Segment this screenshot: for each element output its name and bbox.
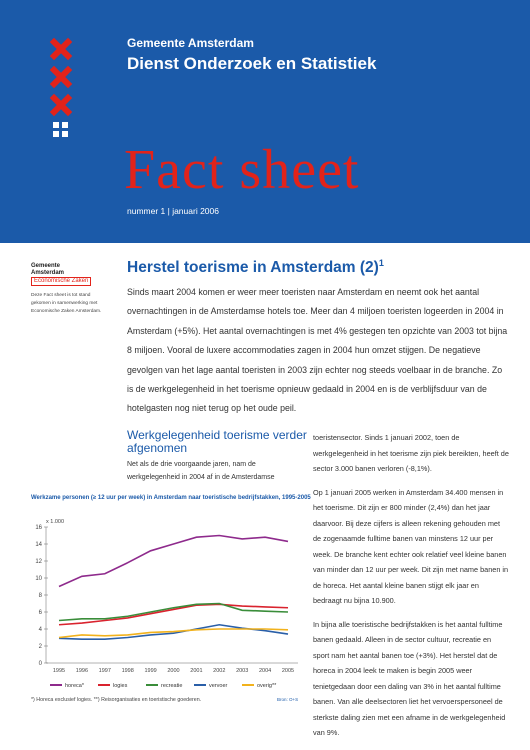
- issue: nummer 1 | januari 2006: [127, 206, 219, 216]
- paragraph: toeristensector. Sinds 1 januari 2002, t…: [313, 433, 509, 473]
- title-text: Herstel toerisme in Amsterdam (2): [127, 259, 379, 277]
- x-tick-label: 1999: [144, 668, 156, 674]
- x-tick-label: 2000: [167, 668, 179, 674]
- title-sup: 1: [378, 258, 384, 268]
- intro: Sinds maart 2004 komen er weer meer toer…: [127, 287, 508, 414]
- section-heading: Werkgelegenheid toerisme verder afgenome…: [127, 428, 307, 455]
- x-tick-label: 1995: [53, 668, 65, 674]
- footnote: *) Horeca exclusief logies. **) Reisorga…: [31, 697, 202, 703]
- series-line: [58, 602, 289, 622]
- logo-text: Amsterdam: [31, 270, 65, 276]
- x-tick-label: 2002: [213, 668, 225, 674]
- y-tick-label: 0: [39, 661, 43, 667]
- x-tick-label: 2003: [236, 668, 248, 674]
- y-tick-label: 16: [35, 525, 42, 531]
- y-tick-label: 8: [39, 593, 43, 599]
- x-tick-label: 1996: [76, 668, 88, 674]
- doc-title: Fact sheet: [124, 139, 360, 201]
- y-tick-label: 12: [35, 559, 42, 565]
- x-tick-label: 2001: [190, 668, 202, 674]
- y-unit: x 1.000: [46, 519, 64, 525]
- y-tick-label: 6: [39, 610, 43, 616]
- y-tick-label: 4: [39, 627, 43, 633]
- series-line: [58, 603, 289, 626]
- paragraph: Op 1 januari 2005 werken in Amsterdam 34…: [313, 487, 509, 606]
- legend-label: vervoer: [209, 683, 228, 689]
- section-lead: Net als de drie voorgaande jaren, nam de…: [127, 461, 275, 481]
- legend-label: horeca*: [65, 683, 85, 689]
- paragraph: In bijna alle toeristische bedrijfstakke…: [313, 619, 506, 738]
- right-column: toeristensector. Sinds 1 januari 2002, t…: [313, 430, 509, 749]
- chart-title: Werkzame personen (≥ 12 uur per week) in…: [31, 495, 311, 501]
- header-band: [0, 0, 530, 243]
- dept-name: Dienst Onderzoek en Statistiek: [127, 54, 377, 73]
- legend-label: overig**: [257, 683, 277, 689]
- y-tick-label: 10: [35, 576, 42, 582]
- x-tick-label: 2005: [282, 668, 294, 674]
- chart: x 1.000 0 2 4 6 8 10 12 14 16 1995 1996 1997 1998 1999…: [35, 519, 298, 689]
- sidebar-note: Deze Fact sheet is tot stand gekomen in …: [31, 293, 102, 314]
- org-name: Gemeente Amsterdam: [127, 36, 254, 50]
- series-line: [58, 628, 289, 639]
- source: Bron: O+S: [277, 697, 299, 702]
- partner-logo: Gemeente Amsterdam Economische Zaken: [31, 263, 92, 286]
- logo-text: Gemeente: [31, 263, 61, 269]
- y-tick-label: 2: [39, 644, 43, 650]
- x-tick-label: 1998: [122, 668, 134, 674]
- y-tick-label: 14: [35, 542, 42, 548]
- legend-label: logies: [113, 683, 128, 689]
- x-tick-label: 1997: [99, 668, 111, 674]
- article-title: Herstel toerisme in Amsterdam (2)1: [127, 258, 384, 277]
- x-tick-label: 2004: [259, 668, 271, 674]
- legend-label: recreatie: [161, 683, 182, 689]
- series-line: [58, 534, 289, 588]
- logo-text: Economische Zaken: [31, 277, 92, 286]
- city-logo: [49, 37, 73, 137]
